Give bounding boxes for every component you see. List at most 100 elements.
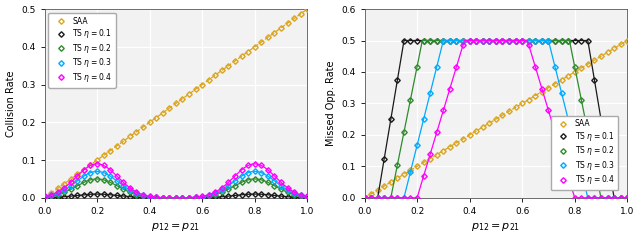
SAA	[426, 157, 434, 160]
TS $\eta = 0.3$	[466, 39, 474, 42]
TS $\eta = 0.3$	[264, 175, 272, 178]
TS $\eta = 0.2$	[597, 196, 605, 199]
TS $\eta = 0.2$	[499, 39, 506, 42]
TS $\eta = 0.4$	[244, 164, 252, 167]
SAA	[179, 97, 186, 100]
TS $\eta = 0.3$	[460, 39, 467, 42]
TS $\eta = 0.3$	[452, 39, 460, 42]
TS $\eta = 0.4$	[297, 193, 305, 196]
TS $\eta = 0.1$	[446, 39, 454, 42]
TS $\eta = 0.3$	[41, 195, 49, 198]
TS $\eta = 0.4$	[284, 186, 291, 189]
SAA	[571, 71, 579, 73]
TS $\eta = 0.3$	[47, 194, 55, 197]
TS $\eta = 0.2$	[271, 184, 278, 187]
TS $\eta = 0.3$	[623, 196, 631, 199]
TS $\eta = 0.1$	[126, 195, 134, 198]
X-axis label: $p_{12} = p_{21}$: $p_{12} = p_{21}$	[151, 222, 200, 234]
TS $\eta = 0.1$	[172, 196, 180, 199]
TS $\eta = 0.4$	[617, 196, 625, 199]
TS $\eta = 0.3$	[159, 196, 166, 199]
TS $\eta = 0.3$	[126, 189, 134, 191]
SAA	[505, 110, 513, 113]
SAA	[545, 86, 552, 89]
TS $\eta = 0.1$	[251, 193, 259, 196]
TS $\eta = 0.2$	[564, 39, 572, 42]
TS $\eta = 0.2$	[113, 184, 120, 187]
TS $\eta = 0.2$	[277, 188, 285, 191]
TS $\eta = 0.3$	[218, 189, 226, 191]
TS $\eta = 0.2$	[577, 98, 585, 101]
TS $\eta = 0.1$	[361, 196, 369, 199]
Line: SAA: SAA	[43, 7, 309, 200]
TS $\eta = 0.4$	[126, 186, 134, 189]
TS $\eta = 0.4$	[231, 174, 239, 177]
TS $\eta = 0.2$	[557, 39, 565, 42]
SAA	[192, 88, 200, 91]
TS $\eta = 0.2$	[446, 39, 454, 42]
TS $\eta = 0.1$	[225, 195, 232, 198]
TS $\eta = 0.4$	[192, 196, 200, 199]
TS $\eta = 0.3$	[604, 196, 611, 199]
SAA	[251, 45, 259, 48]
TS $\eta = 0.3$	[440, 39, 447, 42]
SAA	[120, 140, 127, 143]
TS $\eta = 0.4$	[41, 195, 49, 198]
TS $\eta = 0.2$	[525, 39, 532, 42]
SAA	[597, 55, 605, 58]
SAA	[538, 90, 546, 93]
TS $\eta = 0.3$	[577, 170, 585, 173]
SAA	[291, 17, 298, 20]
TS $\eta = 0.2$	[126, 191, 134, 194]
TS $\eta = 0.4$	[251, 163, 259, 165]
TS $\eta = 0.2$	[106, 181, 114, 184]
TS $\eta = 0.1$	[499, 39, 506, 42]
TS $\eta = 0.2$	[367, 196, 375, 199]
SAA	[303, 8, 311, 11]
TS $\eta = 0.3$	[420, 118, 428, 121]
Line: TS $\eta = 0.2$: TS $\eta = 0.2$	[43, 177, 309, 200]
TS $\eta = 0.1$	[264, 193, 272, 196]
TS $\eta = 0.4$	[198, 195, 206, 198]
TS $\eta = 0.1$	[244, 193, 252, 196]
SAA	[113, 145, 120, 147]
TS $\eta = 0.1$	[452, 39, 460, 42]
TS $\eta = 0.2$	[86, 179, 94, 181]
TS $\eta = 0.2$	[426, 39, 434, 42]
TS $\eta = 0.4$	[74, 174, 81, 177]
TS $\eta = 0.2$	[623, 196, 631, 199]
TS $\eta = 0.2$	[185, 196, 193, 199]
TS $\eta = 0.1$	[486, 39, 493, 42]
TS $\eta = 0.4$	[60, 186, 68, 189]
TS $\eta = 0.2$	[380, 196, 388, 199]
TS $\eta = 0.2$	[479, 39, 486, 42]
TS $\eta = 0.1$	[205, 196, 212, 199]
TS $\eta = 0.4$	[406, 196, 414, 199]
SAA	[433, 153, 440, 156]
TS $\eta = 0.2$	[466, 39, 474, 42]
TS $\eta = 0.2$	[361, 196, 369, 199]
TS $\eta = 0.2$	[492, 39, 500, 42]
TS $\eta = 0.1$	[531, 39, 539, 42]
TS $\eta = 0.1$	[545, 39, 552, 42]
TS $\eta = 0.1$	[400, 39, 408, 42]
TS $\eta = 0.2$	[67, 188, 75, 191]
TS $\eta = 0.3$	[271, 179, 278, 182]
SAA	[47, 192, 55, 195]
TS $\eta = 0.2$	[120, 188, 127, 191]
TS $\eta = 0.4$	[277, 181, 285, 184]
TS $\eta = 0.3$	[545, 39, 552, 42]
TS $\eta = 0.1$	[159, 196, 166, 199]
TS $\eta = 0.1$	[420, 39, 428, 42]
TS $\eta = 0.1$	[577, 39, 585, 42]
TS $\eta = 0.1$	[237, 193, 245, 196]
TS $\eta = 0.4$	[584, 196, 592, 199]
SAA	[277, 27, 285, 29]
TS $\eta = 0.3$	[284, 189, 291, 191]
TS $\eta = 0.3$	[297, 194, 305, 197]
TS $\eta = 0.1$	[460, 39, 467, 42]
TS $\eta = 0.2$	[551, 39, 559, 42]
TS $\eta = 0.3$	[531, 39, 539, 42]
TS $\eta = 0.3$	[172, 196, 180, 199]
TS $\eta = 0.3$	[492, 39, 500, 42]
